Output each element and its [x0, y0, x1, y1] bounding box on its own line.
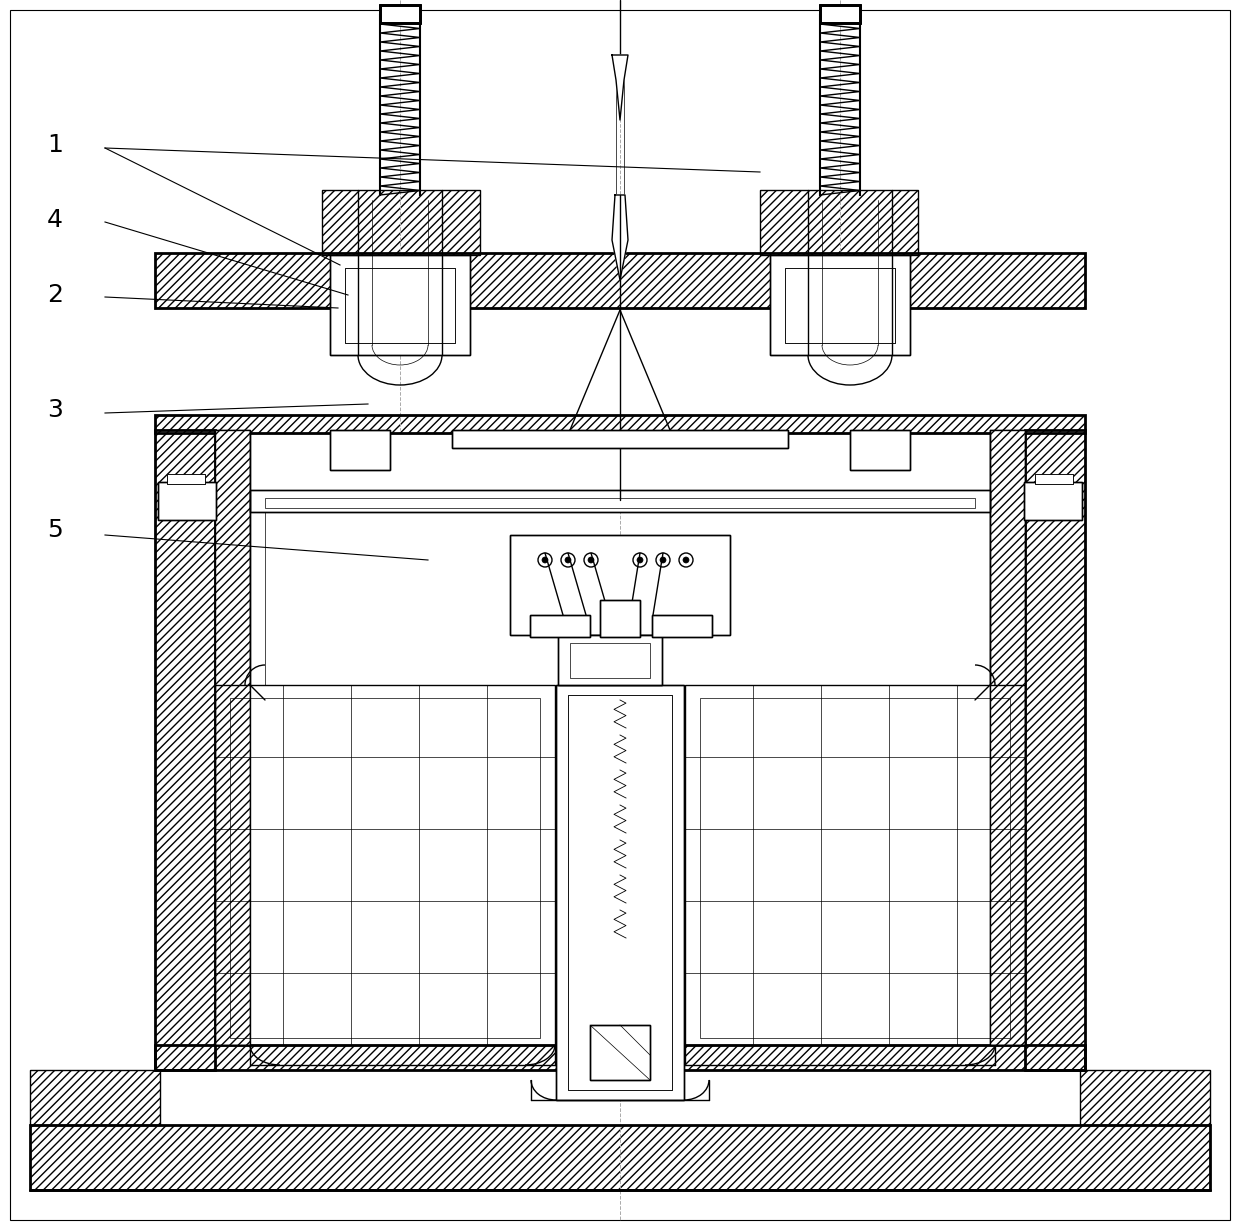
Circle shape: [637, 556, 644, 563]
Bar: [155, 1045, 1085, 1070]
Circle shape: [565, 556, 570, 563]
Bar: [157, 483, 216, 519]
Bar: [760, 190, 918, 255]
Bar: [167, 474, 205, 484]
Bar: [330, 255, 470, 355]
Bar: [849, 430, 910, 470]
Bar: [155, 1045, 1085, 1070]
Bar: [510, 535, 730, 635]
Bar: [155, 430, 215, 1070]
Bar: [453, 430, 787, 448]
Bar: [760, 190, 918, 255]
Circle shape: [588, 556, 594, 563]
Bar: [167, 474, 205, 484]
Bar: [684, 684, 1025, 1045]
Bar: [345, 268, 455, 343]
Bar: [250, 490, 990, 512]
Bar: [990, 430, 1025, 1045]
Bar: [785, 268, 895, 343]
Bar: [453, 430, 787, 448]
Bar: [30, 1125, 1210, 1190]
Bar: [330, 430, 391, 470]
Bar: [570, 643, 650, 678]
Bar: [155, 415, 1085, 433]
Bar: [568, 696, 672, 1089]
Bar: [157, 483, 216, 519]
Bar: [1024, 483, 1083, 519]
Bar: [556, 684, 684, 1101]
Bar: [701, 698, 1011, 1038]
Bar: [30, 1070, 160, 1125]
Bar: [265, 499, 975, 508]
Bar: [558, 635, 662, 684]
Bar: [529, 616, 590, 636]
Bar: [770, 255, 910, 355]
Circle shape: [542, 556, 548, 563]
Text: 3: 3: [47, 398, 63, 422]
Bar: [322, 190, 480, 255]
Bar: [590, 1025, 650, 1080]
Bar: [1080, 1070, 1210, 1125]
Text: 2: 2: [47, 283, 63, 307]
Circle shape: [683, 556, 689, 563]
Bar: [155, 254, 1085, 308]
Bar: [600, 599, 640, 636]
Bar: [330, 430, 391, 470]
Bar: [345, 268, 455, 343]
Polygon shape: [613, 194, 627, 279]
Bar: [510, 535, 730, 635]
Bar: [30, 1125, 1210, 1190]
Bar: [608, 635, 632, 1075]
Bar: [770, 255, 910, 355]
Bar: [379, 5, 420, 23]
Bar: [652, 616, 712, 636]
Bar: [652, 616, 712, 636]
Text: 1: 1: [47, 133, 63, 158]
Bar: [1080, 1070, 1210, 1125]
Bar: [1024, 483, 1083, 519]
Bar: [1025, 430, 1085, 1070]
Bar: [322, 190, 480, 255]
Bar: [215, 430, 250, 1045]
Bar: [155, 415, 1085, 433]
Bar: [990, 430, 1025, 1045]
Bar: [155, 254, 1085, 308]
Bar: [155, 430, 215, 1070]
Bar: [558, 635, 662, 684]
Bar: [1035, 474, 1073, 484]
Bar: [30, 1070, 160, 1125]
Bar: [529, 616, 590, 636]
Bar: [590, 1025, 650, 1080]
Bar: [1025, 430, 1085, 1070]
Bar: [785, 268, 895, 343]
Text: 5: 5: [47, 518, 63, 542]
Bar: [608, 635, 632, 1075]
Bar: [600, 599, 640, 636]
Bar: [820, 5, 861, 23]
Bar: [229, 698, 539, 1038]
Bar: [556, 684, 684, 1101]
Bar: [1035, 474, 1073, 484]
Bar: [330, 255, 470, 355]
Bar: [568, 696, 672, 1089]
Bar: [215, 684, 556, 1045]
Bar: [849, 430, 910, 470]
Text: 4: 4: [47, 208, 63, 231]
Bar: [250, 490, 990, 512]
Circle shape: [660, 556, 666, 563]
Bar: [215, 430, 250, 1045]
Polygon shape: [613, 55, 627, 119]
